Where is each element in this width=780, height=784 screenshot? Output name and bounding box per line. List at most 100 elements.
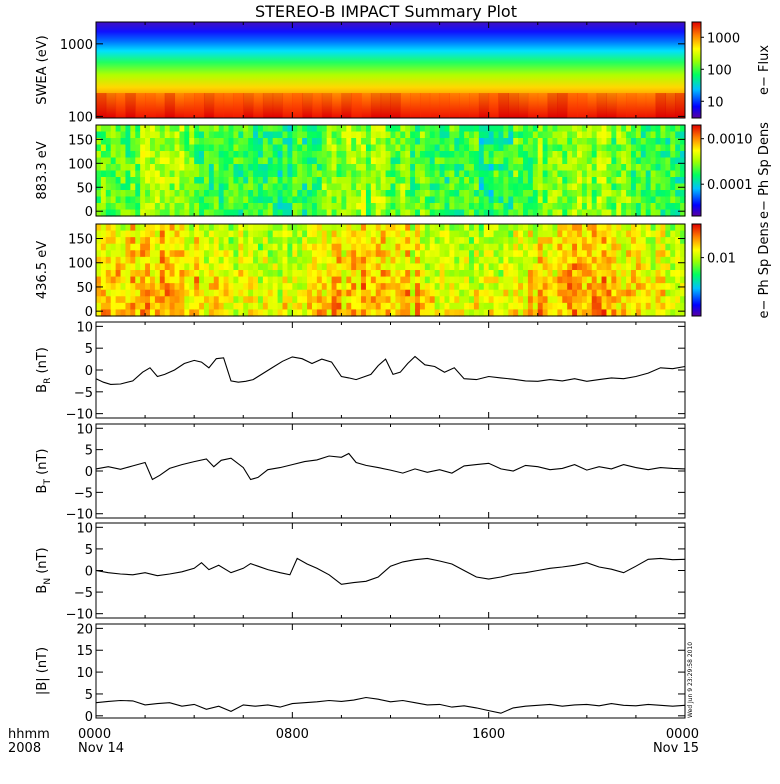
spectrogram-cell [154, 196, 161, 204]
spectrogram-cell [223, 183, 230, 191]
spectrogram-cell [149, 283, 156, 291]
spectrogram-cell [267, 224, 274, 232]
spectrogram-cell [135, 131, 141, 139]
spectrogram-cell [159, 263, 166, 271]
spectrogram-cell [174, 196, 181, 204]
spectrogram-cell [390, 250, 397, 258]
spectrogram-cell [542, 170, 549, 178]
spectrogram-cell [410, 289, 416, 297]
spectrogram-cell [213, 157, 220, 165]
spectrogram-cell [581, 164, 588, 172]
spectrogram-cell [218, 283, 225, 291]
spectrogram-cell [316, 243, 323, 251]
spectrogram-cell [616, 164, 622, 172]
spectrogram-cell [596, 302, 603, 311]
spectrogram-cell [635, 250, 642, 258]
spectrogram-cell [248, 203, 254, 211]
spectrogram-cell [110, 177, 117, 185]
spectrogram-cell [493, 151, 500, 159]
spectrogram-cell [454, 256, 460, 265]
spectrogram-cell [110, 164, 117, 172]
spectrogram-cell [444, 177, 450, 185]
spectrogram-cell [577, 164, 583, 172]
spectrogram-cell [262, 170, 269, 178]
spectrogram-cell [675, 164, 681, 172]
spectrogram-cell [375, 131, 382, 139]
spectrogram-cell [228, 190, 235, 198]
spectrogram-cell [577, 283, 583, 291]
spectrogram-cell [606, 309, 612, 317]
spectrogram-cell [640, 196, 647, 204]
spectrogram-cell [370, 164, 377, 172]
spectrogram-cell [361, 203, 367, 211]
spectrogram-cell [586, 283, 593, 291]
spectrogram-cell [282, 250, 289, 258]
spectrogram-cell [233, 177, 239, 185]
spectrogram-cell [321, 138, 328, 146]
spectrogram-cell [125, 144, 131, 152]
colorbar-tick-label: 0.0001 [707, 178, 753, 193]
spectrogram-cell [508, 203, 514, 211]
spectrogram-cell [675, 302, 681, 311]
spectrogram-cell [577, 237, 583, 245]
spectrogram-cell [361, 170, 367, 178]
spectrogram-cell [233, 203, 239, 211]
spectrogram-cell [203, 302, 210, 311]
spectrogram-cell [493, 243, 500, 251]
spectrogram-cell [616, 276, 622, 284]
spectrogram-cell [390, 224, 397, 232]
spectrogram-cell [297, 263, 303, 271]
spectrogram-cell [473, 309, 480, 317]
spectrogram-cell [572, 276, 578, 284]
spectrogram-cell [370, 125, 377, 133]
spectrogram-cell [395, 309, 401, 317]
spectrogram-cell [203, 183, 210, 191]
spectrogram-cell [429, 164, 436, 172]
spectrogram-cell [645, 270, 652, 278]
spectrogram-cell [518, 237, 524, 245]
spectrogram-cell [577, 131, 583, 139]
spectrogram-cell [527, 270, 534, 278]
spectrogram-cell [208, 289, 215, 297]
spectrogram-cell [601, 256, 608, 265]
spectrogram-cell [130, 177, 136, 185]
y-tick-label: 150 [68, 233, 93, 248]
swea-cell [508, 93, 519, 118]
spectrogram-cell [130, 243, 136, 251]
spectrogram-cell [415, 157, 421, 165]
spectrogram-cell [400, 144, 406, 152]
spectrogram-cell [508, 224, 514, 232]
spectrogram-cell [120, 237, 127, 245]
spectrogram-cell [287, 237, 293, 245]
spectrogram-cell [169, 209, 176, 217]
spectrogram-cell [140, 270, 146, 278]
spectrogram-cell [199, 276, 205, 284]
spectrogram-cell [199, 263, 205, 271]
spectrogram-cell [145, 283, 151, 291]
spectrogram-cell [459, 256, 465, 265]
spectrogram-cell [631, 263, 637, 271]
spectrogram-cell [248, 296, 254, 304]
spectrogram-cell [542, 270, 549, 278]
spectrogram-cell [429, 230, 436, 238]
spectrogram-cell [547, 138, 554, 146]
spectrogram-cell [675, 256, 681, 265]
spectrogram-cell [454, 151, 460, 159]
spectrogram-cell [395, 243, 401, 251]
swea-cell [459, 93, 470, 118]
spectrogram-cell [375, 170, 382, 178]
spectrogram-cell [253, 283, 259, 291]
spectrogram-cell [572, 263, 578, 271]
spectrogram-cell [100, 144, 107, 152]
spectrogram-cell [419, 190, 426, 198]
spectrogram-cell [503, 309, 509, 317]
spectrogram-cell [665, 144, 671, 152]
spectrogram-cell [532, 183, 539, 191]
spectrogram-cell [400, 138, 406, 146]
spectrogram-cell [469, 283, 475, 291]
spectrogram-cell [135, 196, 141, 204]
spectrogram-cell [434, 125, 441, 133]
spectrogram-cell [523, 296, 529, 304]
spectrogram-cell [606, 276, 612, 284]
